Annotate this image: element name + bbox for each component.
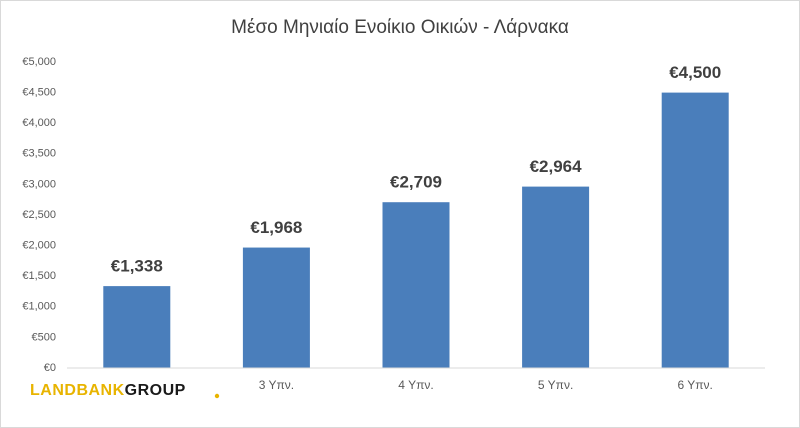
y-tick-label: €500 — [32, 331, 56, 343]
data-label: €1,338 — [111, 257, 163, 276]
logo-dot — [214, 393, 220, 399]
bar — [242, 247, 310, 368]
y-tick-label: €1,500 — [22, 270, 56, 282]
logo: LANDBANKGROUP — [30, 382, 186, 399]
data-label: €2,964 — [530, 157, 583, 176]
y-tick-label: €5,000 — [22, 56, 56, 68]
data-label: €1,968 — [250, 218, 302, 237]
y-tick-label: €4,000 — [22, 117, 56, 129]
bar — [103, 286, 171, 368]
data-label: €2,709 — [390, 173, 442, 192]
logo-part: GROUP — [125, 382, 186, 399]
data-label: €4,500 — [669, 63, 721, 82]
y-tick-label: €2,500 — [22, 209, 56, 221]
x-tick-label: 3 Υπν. — [259, 378, 294, 392]
bar — [382, 202, 450, 368]
x-tick-label: 4 Υπν. — [398, 378, 433, 392]
logo-part: LANDBANK — [30, 382, 125, 399]
y-tick-label: €0 — [44, 362, 56, 374]
y-tick-label: €4,500 — [22, 87, 56, 99]
x-tick-label: 5 Υπν. — [538, 378, 573, 392]
bar — [522, 186, 590, 368]
y-tick-label: €1,000 — [22, 301, 56, 313]
x-tick-label: 6 Υπν. — [677, 378, 712, 392]
y-tick-label: €3,500 — [22, 148, 56, 160]
chart-title: Μέσο Μηνιαίο Ενοίκιο Οικιών - Λάρνακα — [231, 17, 569, 38]
y-tick-label: €2,000 — [22, 240, 56, 252]
y-tick-label: €3,000 — [22, 178, 56, 190]
bar — [661, 92, 729, 368]
